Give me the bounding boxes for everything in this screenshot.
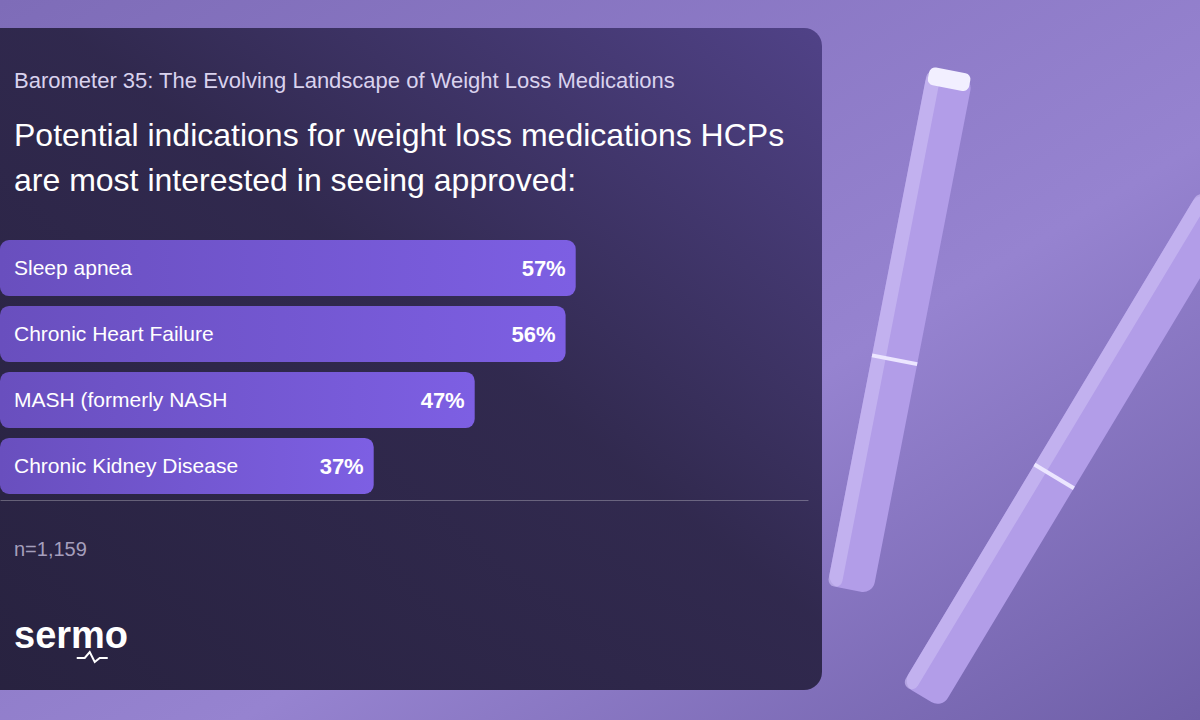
pen-body [902,192,1200,709]
x-axis-line [1,500,809,501]
chart: Barometer 35: The Evolving Landscape of … [0,0,1200,720]
category-label: Sleep apnea [14,256,132,279]
category-label: Chronic Kidney Disease [14,454,238,477]
pen [827,66,973,594]
bar [0,438,374,494]
title: Potential indications for weight loss me… [14,117,784,198]
data-label: 57% [522,256,566,281]
pen-highlight [827,70,941,588]
category-labels: Sleep apnea Chronic Heart Failure MASH (fo… [14,256,238,477]
category-label: MASH (formerly NASH [14,388,228,411]
pen-ring [872,353,918,366]
bar [0,240,576,296]
data-label: 56% [512,322,556,347]
bar [0,372,475,428]
pen-highlight [902,192,1200,692]
logo-mark [77,652,108,662]
note: n=1,159 [14,538,87,560]
x-axis [1,500,809,501]
category-label: Chronic Heart Failure [14,322,214,345]
bars [0,240,576,494]
subtitle: Barometer 35: The Evolving Landscape of … [14,68,675,93]
pen-ring [1033,463,1074,490]
pen-cap [927,66,972,92]
pen-body [827,70,972,594]
logo: sermo [14,614,128,656]
data-label: 37% [320,454,364,479]
data-label: 47% [421,388,465,413]
data-labels: 57% 56% 47% 37% [320,256,566,479]
panel [0,28,822,690]
bar [0,306,566,362]
pen [902,192,1200,709]
